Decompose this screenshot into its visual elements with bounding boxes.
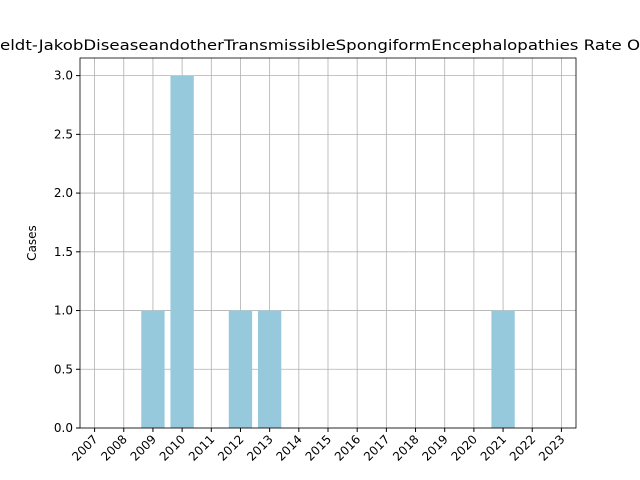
x-axis-label: Year (314, 478, 340, 480)
y-tick-label: 3.0 (54, 69, 73, 83)
x-tick-label: 2009 (128, 432, 159, 463)
y-tick-label: 1.0 (54, 304, 73, 318)
chart-title: eldt-JakobDiseaseandotherTransmissibleSp… (0, 38, 640, 54)
x-tick-label: 2011 (186, 432, 217, 463)
bar (170, 75, 194, 428)
y-tick-label: 1.5 (54, 245, 73, 259)
x-tick-label: 2013 (244, 432, 275, 463)
x-tick-label: 2014 (273, 432, 304, 463)
x-tick-label: 2016 (332, 432, 363, 463)
x-tick-label: 2018 (390, 432, 421, 463)
x-tick-label: 2020 (449, 432, 480, 463)
bar (257, 310, 282, 428)
x-tick-label: 2010 (157, 432, 188, 463)
x-tick-label: 2007 (69, 432, 100, 463)
x-tick-label: 2023 (536, 432, 567, 463)
bar (491, 310, 515, 428)
x-tick-label: 2022 (507, 432, 538, 463)
x-tick-label: 2017 (361, 432, 392, 463)
y-tick-label: 2.5 (54, 127, 73, 141)
x-tick-label: 2012 (215, 432, 246, 463)
x-tick-label: 2019 (419, 432, 450, 463)
y-axis-label: Cases (25, 225, 39, 261)
x-tick-label: 2021 (478, 432, 509, 463)
x-tick-label: 2008 (98, 432, 129, 463)
y-tick-label: 2.0 (54, 186, 73, 200)
plot-frame (79, 57, 577, 429)
bar (141, 310, 165, 428)
x-tick-label: 2015 (303, 432, 334, 463)
bar (228, 310, 253, 428)
y-tick-label: 0.0 (54, 421, 73, 435)
y-tick-label: 0.5 (54, 362, 73, 376)
